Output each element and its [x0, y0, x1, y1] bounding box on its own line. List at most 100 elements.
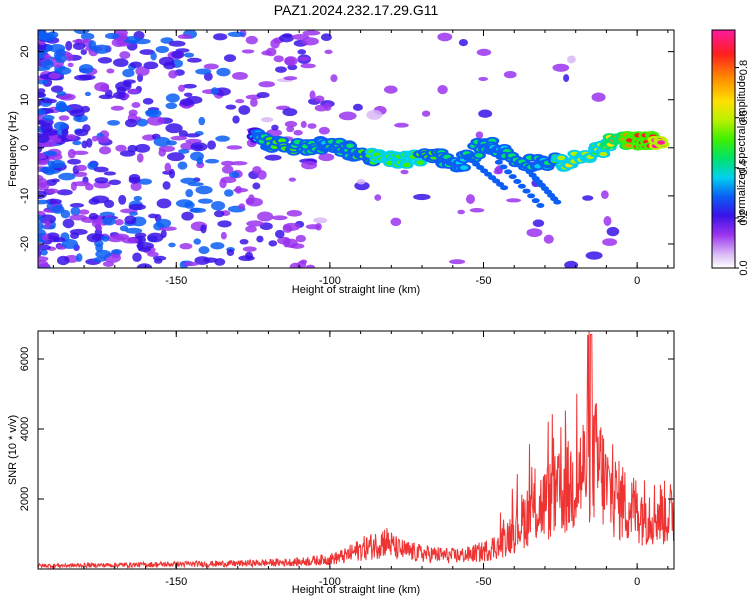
spectrogram-speckle: [300, 120, 307, 129]
spectrogram-speckle: [374, 194, 382, 201]
spectrogram-speckle: [184, 52, 195, 58]
spectrogram-speckle: [51, 178, 60, 183]
snr-xtick-label: 0: [634, 576, 640, 588]
spectrogram-ridge-core: [657, 140, 666, 145]
spectrogram-xtick-label: -150: [165, 275, 187, 287]
spectrogram-speckle: [153, 136, 171, 147]
spectrogram-speckle: [606, 226, 620, 237]
spectrogram-speckle: [366, 109, 383, 120]
spectrogram-speckle: [88, 40, 97, 51]
spectrogram-speckle: [101, 235, 110, 242]
spectrogram-speckle: [124, 118, 138, 128]
spectrogram-speckle: [182, 83, 197, 89]
spectrogram-speckle: [38, 214, 43, 222]
spectrogram-secondary-track: [513, 178, 522, 184]
spectrogram-speckle: [39, 166, 56, 174]
snr-xlabel: Height of straight line (km): [292, 584, 420, 596]
spectrogram-ridge-core: [474, 153, 483, 158]
spectrogram-speckle: [221, 160, 235, 166]
spectrogram-speckle: [177, 161, 188, 170]
spectrogram-speckle: [50, 85, 64, 93]
spectrogram-frame: [37, 29, 675, 269]
spectrogram-speckle: [130, 181, 142, 191]
spectrogram-speckle: [200, 224, 207, 234]
spectrogram-speckle: [543, 234, 554, 244]
spectrogram-secondary-track: [494, 159, 503, 165]
spectrogram-speckle: [225, 104, 237, 110]
spectrogram-speckle: [421, 110, 431, 117]
spectrogram-speckle: [51, 204, 65, 214]
spectrogram-speckle: [564, 260, 579, 268]
spectrogram-speckle: [104, 32, 120, 40]
spectrogram-speckle: [147, 232, 164, 243]
spectrogram-speckle: [356, 179, 366, 185]
spectrogram-speckle: [86, 138, 93, 148]
spectrogram-speckle: [136, 118, 149, 127]
spectrogram-speckle: [282, 224, 293, 233]
spectrogram-speckle: [293, 129, 303, 136]
spectrogram-speckle: [315, 223, 322, 231]
spectrogram-speckle: [264, 154, 282, 161]
spectrogram-speckle: [232, 71, 248, 80]
spectrogram-speckle: [56, 91, 67, 96]
spectrogram-speckle: [128, 109, 138, 116]
spectrogram-speckle: [221, 165, 234, 174]
spectrogram-speckle: [55, 100, 67, 110]
spectrogram-speckle: [72, 42, 86, 50]
spectrogram-speckle: [458, 38, 468, 47]
spectrogram-speckle: [104, 199, 115, 209]
spectrogram-speckle: [95, 249, 112, 259]
spectrogram-ridge-core: [557, 155, 566, 161]
colorbar-tick-label: 0.2: [738, 210, 750, 225]
spectrogram-speckle: [258, 81, 276, 88]
spectrogram-speckle: [94, 177, 109, 184]
spectrogram-speckle: [72, 150, 89, 155]
spectrogram-speckle: [602, 238, 618, 246]
spectrogram-speckle: [38, 244, 52, 251]
spectrogram-speckle: [196, 156, 204, 165]
spectrogram-speckle: [224, 189, 234, 197]
colorbar: 0.0 0.2 0.4 0.6 0.8 Normalized spectral ampl…: [711, 29, 750, 276]
spectrogram-speckle: [190, 207, 201, 213]
spectrogram-speckle: [53, 121, 68, 131]
spectrogram-speckle: [80, 49, 87, 56]
spectrogram-speckle: [122, 68, 135, 78]
spectrogram-speckle: [179, 243, 193, 250]
spectrogram-speckle: [168, 40, 186, 47]
spectrogram-speckle: [478, 109, 493, 118]
spectrogram-speckle: [245, 225, 257, 233]
spectrogram-speckle: [193, 238, 202, 245]
snr-ytick-label: 6000: [19, 347, 31, 371]
spectrogram-speckle: [128, 203, 146, 211]
spectrogram-speckle: [314, 95, 325, 103]
spectrogram-ridge-core: [346, 143, 355, 148]
spectrogram-speckle: [475, 131, 484, 139]
spectrogram-speckle: [532, 219, 545, 228]
spectrogram-speckle: [158, 145, 176, 152]
spectrogram-ridge-core: [624, 143, 633, 148]
spectrogram-speckle: [195, 185, 213, 195]
spectrogram-speckle: [72, 39, 90, 44]
spectrogram-speckle: [75, 253, 83, 262]
spectrogram-speckle: [162, 181, 171, 190]
spectrogram-speckle: [70, 232, 80, 239]
spectrogram-speckle: [80, 32, 95, 41]
spectrogram-secondary-track: [499, 164, 508, 170]
spectrogram-speckle: [114, 219, 124, 226]
spectrogram-speckle: [135, 66, 150, 77]
spectrogram-speckle: [86, 233, 102, 243]
spectrogram-speckle: [145, 109, 162, 118]
spectrogram-speckle: [338, 111, 357, 121]
spectrogram-speckle: [213, 210, 225, 218]
spectrogram-speckle: [223, 54, 237, 63]
spectrogram-ytick-label: 10: [19, 94, 31, 106]
spectrogram-speckle: [216, 67, 231, 77]
spectrogram-ridge-core: [460, 165, 469, 170]
spectrogram-speckle: [91, 195, 110, 204]
spectrogram-speckle: [43, 150, 57, 157]
spectrogram-speckle: [582, 195, 594, 201]
spectrogram-speckle: [506, 198, 522, 203]
spectrogram-secondary-track: [522, 188, 531, 194]
spectrogram-ridge-core: [416, 160, 425, 165]
spectrogram-speckle: [158, 56, 175, 66]
